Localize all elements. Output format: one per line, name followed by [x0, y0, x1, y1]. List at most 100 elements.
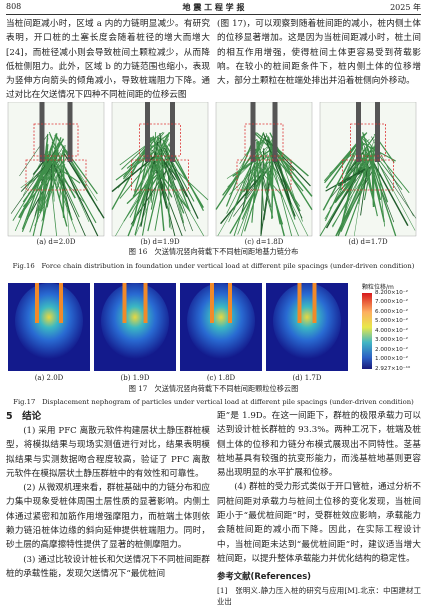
force-chain [270, 167, 299, 237]
paragraph: (2) 从微观机理来看，群桩基础中的力链分布和应力集中现象受桩体周围土层性质的显… [6, 483, 210, 551]
pile [250, 102, 256, 162]
force-chain [264, 153, 301, 207]
region-a [139, 123, 181, 157]
displacement-zone [187, 283, 255, 359]
force-chain [42, 161, 48, 221]
force-chain [136, 156, 159, 209]
force-chain [362, 132, 376, 169]
pile [312, 283, 317, 323]
colorbar [362, 293, 372, 369]
region-a [350, 123, 386, 157]
paragraph: (3) 通过比较设计桩长和欠送情况下不同桩间距群桩的承载性能，发现欠送情况下“最… [6, 554, 210, 579]
force-chain [337, 164, 369, 237]
journal-title: 地 震 工 程 学 报 [182, 2, 245, 12]
force-chain [123, 137, 157, 180]
force-chain [50, 156, 86, 237]
colorbar-tick-label: 2.000×10⁻² [375, 346, 409, 353]
force-chain [217, 159, 262, 237]
force-chain [56, 158, 58, 185]
text-column: (1) 采用 PFC 离散元软件构建层状土静压群桩模型，将模拟结果与现场实测值进… [6, 424, 210, 581]
pile [145, 102, 150, 162]
figure-16-images [7, 102, 417, 237]
caption-en: Fig.17 Displacement nephogram of particl… [13, 398, 414, 406]
panel-label: (a) d=2.0D [36, 238, 76, 246]
pile [356, 102, 361, 162]
force-chain [154, 158, 169, 231]
force-chain [376, 160, 417, 219]
figure-17-images [8, 283, 372, 371]
force-chain [48, 160, 58, 237]
force-chain [233, 163, 273, 217]
page-number: 808 [6, 2, 22, 11]
paragraph: 当桩间距减小时，区域 a 内的力链明显减少。有研究表明，开口桩的土塞长度会随着桩… [6, 19, 210, 101]
force-chain [241, 167, 266, 220]
pile [210, 283, 214, 323]
force-chain [155, 135, 170, 162]
force-chain [271, 159, 293, 237]
pile [228, 283, 232, 323]
colorbar-tick-label: 1.000×10⁻² [375, 356, 409, 362]
panel-label: (a) 2.0D [34, 374, 64, 382]
colorbar-tick-label: 7.000×10⁻² [375, 299, 409, 305]
force-chain [21, 144, 54, 230]
pile [375, 102, 380, 162]
region-b [131, 159, 189, 191]
force-chain [134, 165, 155, 236]
force-chain [376, 152, 386, 227]
force-chain [40, 144, 49, 212]
panel-label: (c) d=1.8D [244, 238, 284, 246]
force-chain [229, 155, 269, 195]
references-heading: 参考文献(References) [217, 571, 312, 582]
force-chain [46, 149, 59, 208]
colorbar-tick-label: 8.200×10⁻² [375, 289, 409, 296]
colorbar-tick-label: 3.000×10⁻² [375, 337, 409, 343]
force-chain [266, 169, 269, 197]
section-heading: 5 结论 [6, 411, 42, 422]
colorbar-title: 颗粒位移/m [362, 284, 394, 291]
force-chain [63, 153, 105, 219]
caption-cn: 图 17 欠送情况竖向荷载下不同桩间距颗粒位移云图 [128, 384, 299, 393]
colorbar-tick-label: 6.000×10⁻² [375, 308, 409, 315]
reference: [1] 张明义.静力压入桩的研究与应用[M].北京：中国建材工业出 [217, 585, 421, 606]
force-chain [121, 136, 157, 170]
paragraph: (4) 群桩的受力形式类似于开口管桩，通过分析不同桩间距对承载力与桩间土位移的变… [217, 482, 421, 564]
pile [67, 102, 73, 162]
region-a [244, 123, 284, 157]
force-chain [139, 136, 163, 191]
region-a [33, 123, 79, 157]
pile [170, 102, 175, 162]
force-chain [325, 168, 366, 192]
paragraph: (图 17)，可以观察到随着桩间距的减小，桩内侧土体的位移显著增加。这是因为当桩… [217, 19, 421, 87]
force-chain [268, 170, 281, 225]
force-chain [119, 156, 155, 199]
pile [35, 283, 39, 323]
force-chain [24, 164, 55, 210]
pile [272, 102, 278, 162]
force-chain [162, 139, 190, 210]
displacement-zone [15, 283, 83, 359]
force-chain [151, 162, 191, 212]
force-chain [36, 137, 49, 223]
caption-cn: 图 16 欠送情况竖向荷载下不同桩间距地基力链分布 [128, 247, 299, 256]
force-chain [215, 148, 257, 210]
force-chain [319, 171, 359, 237]
force-chain [256, 139, 284, 225]
displacement-zone [101, 283, 169, 359]
force-chain [364, 138, 410, 194]
force-chain [156, 136, 174, 169]
pile [143, 283, 148, 323]
force-chain [344, 153, 366, 208]
force-chain [64, 168, 99, 237]
panel-background [111, 102, 209, 237]
colorbar-tick-label: 4.000×10⁻² [375, 327, 409, 334]
force-chain [132, 131, 171, 198]
force-chain [51, 141, 55, 202]
text-column: 距”是 1.9D。在这一间距下，群桩的极限承载力可以达到设计桩长群桩的 93.3… [217, 409, 421, 607]
force-chain [359, 137, 378, 217]
force-chain [12, 156, 53, 221]
displacement-zone [273, 283, 341, 359]
caption-en: Fig.16 Force chain distribution in found… [12, 262, 415, 270]
year: 2025 年 [390, 3, 421, 12]
panel-label: (c) 1.8D [206, 374, 236, 382]
force-chain [18, 138, 65, 218]
